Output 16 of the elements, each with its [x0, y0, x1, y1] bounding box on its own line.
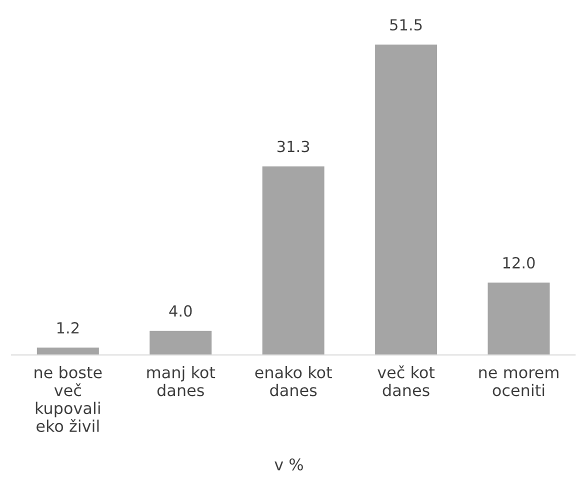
data-label: 1.2 [57, 322, 79, 334]
x-tick-label: ne boste več kupovali eko živil [34, 366, 102, 432]
bar [36, 348, 99, 355]
data-label: 12.0 [503, 256, 535, 269]
x-axis-title: v % [274, 458, 303, 470]
data-label: 31.3 [277, 140, 310, 152]
x-tick-label: enako kot danes [255, 366, 332, 396]
x-tick-label: manj kot danes [147, 366, 216, 396]
data-label: 51.5 [390, 19, 422, 31]
bar [262, 166, 324, 355]
bar [375, 44, 438, 355]
bar [150, 330, 212, 355]
x-tick-label: ne morem oceniti [479, 369, 558, 396]
data-label: 4.0 [169, 305, 192, 317]
x-tick-label: več kot danes [378, 365, 435, 396]
bar [488, 282, 550, 355]
